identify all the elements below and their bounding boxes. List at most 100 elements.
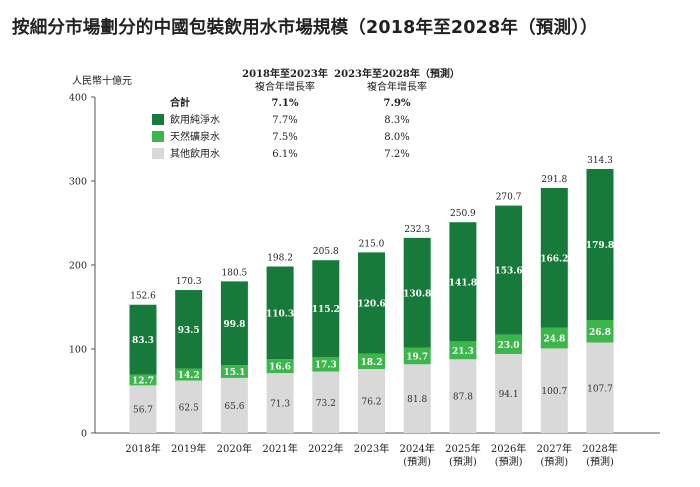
data-label: 14.2 xyxy=(178,371,200,381)
bar-segment xyxy=(129,385,157,433)
total-label: 152.6 xyxy=(130,292,156,302)
total-label: 291.8 xyxy=(541,175,567,185)
y-tick-label: 400 xyxy=(69,93,87,104)
data-label: 65.6 xyxy=(224,402,244,412)
data-label: 166.2 xyxy=(540,254,568,264)
x-tick-label: 2019年 xyxy=(171,442,206,455)
bar-segment xyxy=(403,237,431,348)
data-label: 71.3 xyxy=(270,400,290,410)
data-label: 107.7 xyxy=(587,384,613,394)
data-label: 94.1 xyxy=(499,390,519,400)
data-label: 24.8 xyxy=(543,334,565,344)
bar-segment xyxy=(312,260,340,357)
x-tick-label: (預測) xyxy=(586,455,614,468)
data-label: 115.2 xyxy=(312,305,340,315)
data-label: 19.7 xyxy=(406,353,428,363)
x-tick-label: 2027年 xyxy=(537,442,572,455)
legend-header-cagr-2023-2028: 複合年增長率 xyxy=(367,80,427,93)
data-label: 23.0 xyxy=(498,341,520,351)
bar-segment xyxy=(495,334,523,354)
legend-label: 天然礦泉水 xyxy=(170,130,220,143)
bar-segment xyxy=(449,222,477,342)
bar-segment xyxy=(266,266,294,360)
y-tick-label: 100 xyxy=(69,345,87,356)
bar-segment xyxy=(312,356,340,372)
x-tick-label: (預測) xyxy=(449,455,477,468)
data-label: 26.8 xyxy=(589,328,611,338)
bar-segment xyxy=(540,187,568,328)
x-tick-label: (預測) xyxy=(540,455,568,468)
x-tick-label: 2021年 xyxy=(262,442,297,455)
x-tick-label: 2028年 xyxy=(582,442,617,455)
y-tick-label: 300 xyxy=(69,177,87,188)
data-label: 17.3 xyxy=(315,361,337,371)
legend-header-cagr-2023-2028: 2023年至2028年（預測） xyxy=(334,67,460,80)
total-label: 270.7 xyxy=(496,193,522,203)
data-label: 73.2 xyxy=(316,399,336,409)
total-label: 180.5 xyxy=(222,268,248,278)
legend-header-cagr-2018-2023: 複合年增長率 xyxy=(255,80,315,93)
bar-segment xyxy=(266,373,294,433)
bar-segment xyxy=(495,353,523,433)
data-label: 12.7 xyxy=(132,377,154,387)
data-label: 153.6 xyxy=(495,267,523,277)
total-label: 250.9 xyxy=(450,209,476,219)
data-label: 141.8 xyxy=(449,278,477,288)
data-label: 76.2 xyxy=(361,397,381,407)
bar-segment xyxy=(586,168,614,321)
data-label: 15.1 xyxy=(223,368,245,378)
legend-swatch xyxy=(152,114,164,125)
legend-cagr-2023-2028: 8.0% xyxy=(384,132,409,143)
bar-segment xyxy=(175,368,203,381)
x-tick-label: 2023年 xyxy=(354,442,389,455)
bar-segment xyxy=(540,327,568,349)
legend-cagr-2018-2023: 6.1% xyxy=(272,149,297,160)
y-tick-label: 200 xyxy=(69,261,87,272)
bar-segment xyxy=(358,353,385,369)
bar-segment xyxy=(175,380,203,433)
bar-segment xyxy=(449,359,477,433)
chart-title: 按細分市場劃分的中國包裝飲用水市場規模（2018年至2028年（預測）） xyxy=(12,18,598,38)
bar-segment xyxy=(129,374,157,386)
bar-segment xyxy=(266,359,294,374)
bar-segment xyxy=(495,205,523,335)
data-label: 81.8 xyxy=(407,395,427,405)
bar-segment xyxy=(175,290,203,369)
data-label: 99.8 xyxy=(223,320,245,330)
bar-segment xyxy=(312,371,340,433)
data-label: 93.5 xyxy=(178,326,200,336)
bar-segment xyxy=(403,347,431,365)
x-tick-label: 2020年 xyxy=(217,442,252,455)
legend-cagr-2018-2023: 7.1% xyxy=(272,98,299,109)
legend-cagr-2018-2023: 7.5% xyxy=(272,132,297,143)
x-tick-label: 2018年 xyxy=(125,442,160,455)
legend-header-cagr-2018-2023: 2018年至2023年 xyxy=(242,67,328,80)
bar-segment xyxy=(586,342,614,433)
bar-segment xyxy=(403,364,431,433)
total-label: 232.3 xyxy=(404,225,430,235)
data-label: 16.6 xyxy=(269,363,291,373)
data-label: 56.7 xyxy=(133,406,153,416)
bar-segment xyxy=(220,365,248,378)
bar-segment xyxy=(540,348,568,433)
data-label: 110.3 xyxy=(266,309,294,319)
data-label: 179.8 xyxy=(586,241,614,251)
legend-label: 飲用純淨水 xyxy=(170,113,220,126)
x-tick-label: 2022年 xyxy=(308,442,343,455)
bar-segment xyxy=(358,368,385,433)
x-tick-label: (預測) xyxy=(403,455,431,468)
legend-cagr-2023-2028: 8.3% xyxy=(384,115,409,126)
data-label: 62.5 xyxy=(179,403,199,413)
legend-cagr-2023-2028: 7.9% xyxy=(384,98,411,109)
y-tick-label: 0 xyxy=(81,429,87,440)
legend-cagr-2018-2023: 7.7% xyxy=(272,115,297,126)
legend-label: 合計 xyxy=(169,96,190,109)
data-label: 18.2 xyxy=(361,358,383,368)
legend-swatch xyxy=(152,131,164,142)
legend-swatch xyxy=(152,148,164,159)
x-tick-label: 2024年 xyxy=(399,442,434,455)
data-label: 100.7 xyxy=(541,387,567,397)
legend-cagr-2023-2028: 7.2% xyxy=(384,149,409,160)
bar-segment xyxy=(358,252,385,354)
